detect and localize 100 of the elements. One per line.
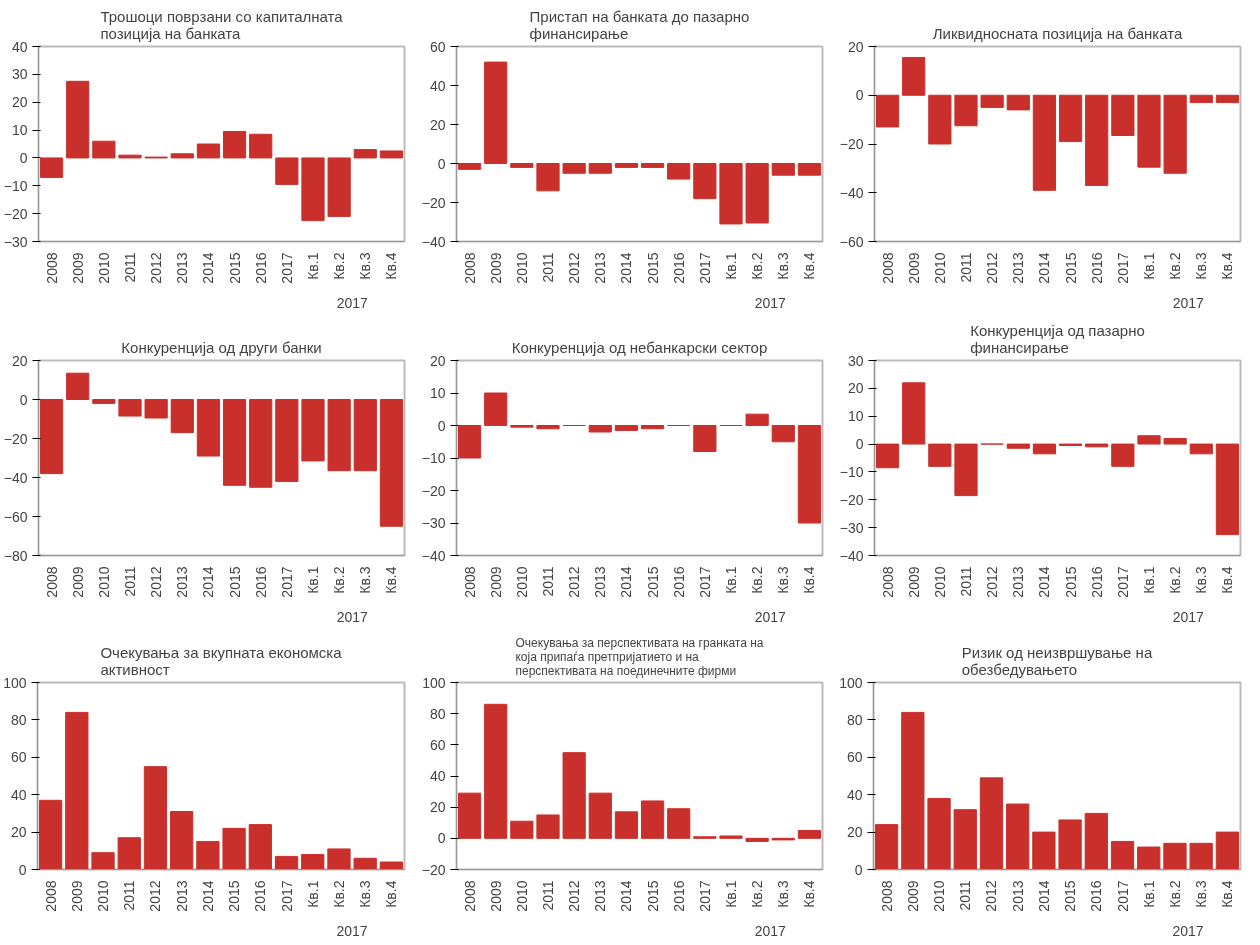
y-tick-label: 60 bbox=[10, 749, 27, 766]
x-tick-label: 2009 bbox=[69, 252, 86, 284]
bar bbox=[1110, 840, 1135, 870]
x-tick-label: 2017 bbox=[278, 252, 295, 284]
bar bbox=[902, 382, 926, 445]
x-tick-label: 2011 bbox=[540, 566, 556, 597]
x-tick-label: Кв.3 bbox=[357, 566, 374, 594]
x-tick-label: 2012 bbox=[147, 880, 164, 912]
x-tick-label: 2012 bbox=[566, 880, 583, 912]
chart-title: Очекувања за вкупната економска активност bbox=[100, 643, 343, 678]
x-tick-label: 2014 bbox=[200, 566, 217, 598]
text: 2017 bbox=[754, 294, 786, 311]
bar bbox=[1215, 831, 1240, 870]
x-tick-label: 2010 bbox=[513, 252, 530, 284]
y-tick-label: −30 bbox=[421, 515, 446, 531]
x-tick-label: Кв.2 bbox=[1167, 252, 1184, 280]
y-tick-label: 40 bbox=[429, 77, 446, 94]
y-tick-label: 40 bbox=[429, 768, 446, 784]
x-tick-label: 2017 bbox=[696, 880, 713, 912]
x-tick-label: 2010 bbox=[95, 252, 112, 284]
x-tick-label: Кв.1 bbox=[723, 566, 739, 594]
x-tick-label: 2008 bbox=[461, 252, 478, 284]
bar bbox=[274, 855, 299, 870]
y-tick-label: 60 bbox=[429, 736, 446, 753]
x-tick-label: Кв.2 bbox=[331, 252, 348, 280]
x-tick-label: 2009 bbox=[68, 880, 85, 912]
bar bbox=[588, 425, 612, 433]
x-tick-label: Кв.1 bbox=[304, 880, 321, 908]
x-tick-label: 2015 bbox=[644, 252, 661, 284]
x-tick-label: 2013 bbox=[592, 252, 609, 284]
x-tick-label: 2013 bbox=[174, 566, 191, 598]
y-tick-label: 0 bbox=[18, 861, 27, 878]
bar bbox=[1032, 443, 1057, 455]
bar bbox=[771, 425, 795, 443]
x-tick-label: Кв.3 bbox=[775, 252, 792, 280]
bar bbox=[196, 840, 220, 870]
bar bbox=[614, 811, 639, 839]
text: 2017 bbox=[1172, 608, 1204, 625]
x-tick-label: Кв.3 bbox=[1193, 252, 1210, 280]
bar bbox=[1006, 443, 1030, 449]
bar bbox=[222, 827, 246, 870]
text: 2017 bbox=[336, 608, 368, 625]
bar bbox=[379, 150, 404, 159]
x-tick-label: 2016 bbox=[1088, 880, 1105, 912]
x-tick-label: 2012 bbox=[148, 252, 165, 284]
x-tick-label: 2014 bbox=[1036, 252, 1053, 284]
bar bbox=[1058, 819, 1082, 870]
y-tick-label: −20 bbox=[839, 136, 864, 152]
bar bbox=[92, 140, 116, 159]
x-tick-label: 2013 bbox=[592, 880, 609, 912]
bar bbox=[614, 425, 639, 431]
x-tick-label: Кв.4 bbox=[1219, 566, 1236, 594]
x-tick-label: 2011 bbox=[121, 880, 138, 911]
y-tick-label: −10 bbox=[3, 177, 28, 194]
x-tick-label: 2009 bbox=[487, 566, 504, 598]
bar bbox=[39, 157, 64, 178]
x-tick-label: 2008 bbox=[879, 252, 896, 284]
bar bbox=[1163, 438, 1187, 445]
x-tick-label: 2017 bbox=[1114, 252, 1131, 284]
y-tick-label: 10 bbox=[11, 122, 28, 139]
x-tick-label: 2017 bbox=[278, 566, 295, 598]
y-tick-label: 0 bbox=[855, 87, 864, 104]
x-tick-label: 2015 bbox=[226, 880, 243, 912]
y-tick-label: 0 bbox=[437, 417, 446, 434]
x-tick-label: 2009 bbox=[69, 566, 86, 598]
x-tick-label: 2012 bbox=[566, 252, 583, 284]
x-tick-label: Кв.2 bbox=[331, 566, 348, 594]
bar bbox=[1006, 803, 1030, 870]
bar bbox=[667, 808, 691, 839]
bar bbox=[797, 830, 822, 839]
x-tick-label: Кв.2 bbox=[1166, 880, 1183, 908]
x-tick-label: Кв.3 bbox=[1193, 880, 1210, 908]
chart-title: Ликвидносната позиција на банката bbox=[932, 24, 1183, 42]
x-tick-label: 2016 bbox=[252, 252, 269, 284]
x-tick-label: 2010 bbox=[95, 880, 112, 912]
bar bbox=[484, 392, 508, 426]
bar bbox=[457, 792, 482, 839]
y-tick-label: 10 bbox=[847, 408, 864, 425]
chart-title: Очекувања за перспективата на гранката на која припаѓа претпријатието и на перспективата на поединечните фирми bbox=[515, 635, 764, 678]
y-tick-label: 100 bbox=[422, 674, 446, 691]
y-tick-label: 30 bbox=[11, 66, 28, 83]
x-tick-label: 2014 bbox=[1035, 880, 1052, 912]
y-tick-label: −20 bbox=[3, 205, 28, 222]
y-tick-label: 0 bbox=[19, 391, 28, 408]
x-tick-label: 2010 bbox=[95, 566, 112, 598]
bar bbox=[327, 157, 351, 217]
y-tick-label: −40 bbox=[839, 547, 864, 564]
bar bbox=[901, 711, 925, 870]
x-tick-label: 2008 bbox=[878, 880, 895, 912]
x-tick-label: Кв.3 bbox=[357, 880, 374, 908]
bar bbox=[954, 443, 978, 497]
bar bbox=[536, 425, 560, 430]
chart-title: Конкуренција од небанкарски сектор bbox=[511, 338, 768, 356]
y-tick-label: −30 bbox=[839, 519, 864, 536]
x-tick-label: Кв.1 bbox=[305, 252, 321, 280]
bar bbox=[979, 777, 1004, 870]
bar bbox=[379, 861, 404, 870]
chart-title: Конкуренција од други банки bbox=[121, 338, 322, 356]
x-tick-label: 2015 bbox=[1062, 880, 1079, 912]
bar bbox=[797, 425, 822, 524]
